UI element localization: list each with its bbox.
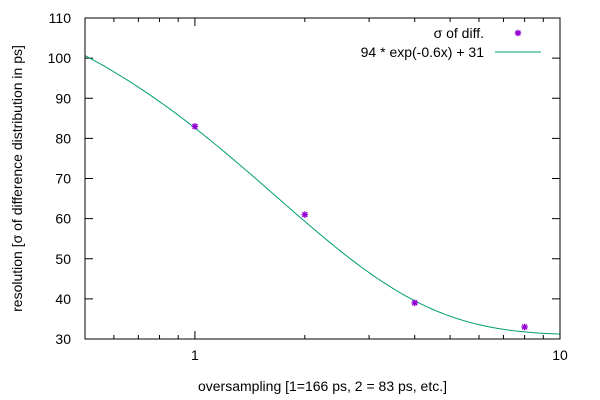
plot-frame xyxy=(84,17,561,340)
y-tick-label: 60 xyxy=(55,211,71,227)
data-point xyxy=(521,323,528,331)
y-tick-label: 30 xyxy=(55,331,71,347)
x-tick-label: 1 xyxy=(191,347,199,363)
legend: σ of diff. 94 * exp(-0.6x) + 31 xyxy=(361,25,541,60)
y-tick-label: 40 xyxy=(55,291,71,307)
legend-label-fit: 94 * exp(-0.6x) + 31 xyxy=(361,44,485,60)
y-tick-label: 110 xyxy=(49,10,72,26)
points-layer xyxy=(191,123,528,331)
y-tick-label: 70 xyxy=(55,171,71,187)
legend-marker-points xyxy=(514,29,522,37)
y-tick-label: 100 xyxy=(48,50,72,66)
fit-curve xyxy=(84,55,561,335)
y-tick-label: 50 xyxy=(55,251,71,267)
legend-star xyxy=(514,29,522,37)
y-tick-label: 80 xyxy=(55,130,71,146)
x-tick-label: 10 xyxy=(552,347,568,363)
x-axis-label: oversampling [1=166 ps, 2 = 83 ps, etc.] xyxy=(198,378,447,394)
y-tick-label: 90 xyxy=(55,90,71,106)
legend-label-points: σ of diff. xyxy=(434,25,484,41)
curve-layer xyxy=(84,55,561,335)
data-point xyxy=(301,211,309,218)
data-point xyxy=(411,299,418,307)
y-axis-label: resolution [σ of difference distribution… xyxy=(9,45,25,312)
data-point xyxy=(191,123,199,130)
